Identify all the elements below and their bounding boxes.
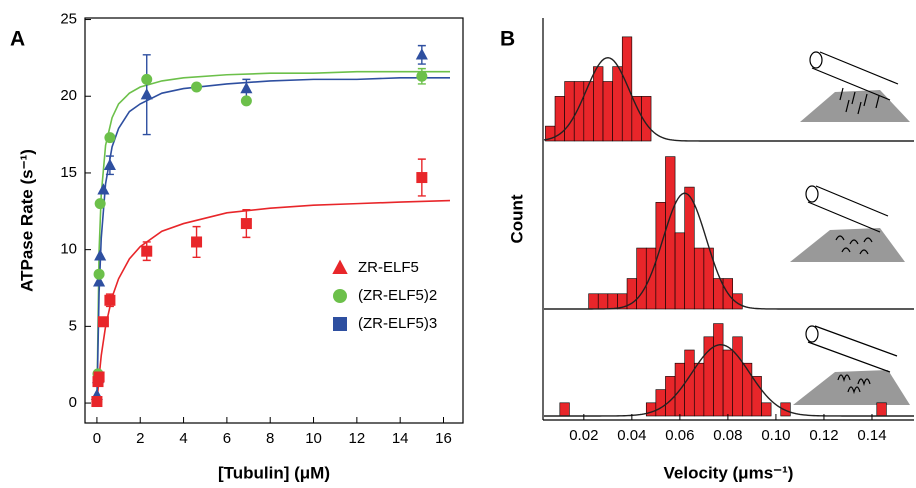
bar bbox=[641, 96, 652, 142]
bar bbox=[621, 36, 633, 142]
marker bbox=[191, 236, 203, 248]
legend-marker bbox=[333, 289, 347, 303]
bar bbox=[573, 81, 585, 142]
x-tick-label: 0.14 bbox=[857, 427, 886, 444]
y-tick-label: 5 bbox=[69, 317, 77, 334]
legend-label: (ZR-ELF5)2 bbox=[358, 287, 437, 304]
marker bbox=[140, 88, 153, 100]
marker bbox=[191, 81, 203, 93]
marker bbox=[240, 218, 252, 230]
bar bbox=[588, 293, 599, 310]
bar bbox=[602, 81, 613, 142]
bar bbox=[645, 247, 657, 310]
cartoon-top bbox=[800, 51, 910, 122]
fit-line bbox=[96, 199, 451, 404]
bar bbox=[593, 66, 604, 142]
marker bbox=[415, 48, 428, 60]
bar bbox=[722, 349, 734, 417]
bar bbox=[780, 402, 791, 417]
bar bbox=[693, 362, 705, 417]
bar bbox=[684, 349, 695, 417]
panel-label: B bbox=[500, 28, 515, 51]
bar bbox=[564, 81, 575, 142]
bar bbox=[607, 293, 618, 310]
bar bbox=[693, 247, 705, 310]
x-tick-label: 10 bbox=[305, 430, 322, 447]
gaussian-fit bbox=[543, 56, 914, 142]
legend-marker bbox=[333, 317, 347, 331]
bar bbox=[597, 293, 609, 310]
x-tick-label: 6 bbox=[223, 430, 231, 447]
bar bbox=[665, 156, 676, 310]
cartoon-bottom bbox=[793, 325, 910, 405]
marker bbox=[97, 316, 109, 328]
x-tick-label: 12 bbox=[349, 430, 366, 447]
x-tick-label: 0.10 bbox=[761, 427, 790, 444]
bar bbox=[636, 247, 647, 310]
x-tick-label: 2 bbox=[136, 430, 144, 447]
marker bbox=[416, 70, 428, 82]
y-tick-label: 15 bbox=[60, 164, 77, 181]
x-axis-label: Velocity (μms⁻¹) bbox=[664, 463, 794, 482]
legend-label: ZR-ELF5 bbox=[358, 259, 419, 276]
y-tick-label: 0 bbox=[69, 394, 77, 411]
legend-marker bbox=[332, 259, 348, 274]
marker bbox=[104, 294, 116, 306]
cartoon-middle bbox=[790, 185, 905, 262]
bar bbox=[713, 323, 724, 417]
x-tick-label: 0.12 bbox=[809, 427, 838, 444]
bar bbox=[631, 96, 642, 142]
marker bbox=[103, 158, 116, 170]
x-tick-label: 16 bbox=[435, 430, 452, 447]
marker bbox=[141, 245, 153, 257]
bar bbox=[751, 376, 762, 417]
bar bbox=[645, 402, 657, 417]
legend-label: (ZR-ELF5)3 bbox=[358, 315, 437, 332]
x-tick-label: 0 bbox=[93, 430, 101, 447]
marker bbox=[240, 95, 252, 107]
y-axis-label: ATPase Rate (s⁻¹) bbox=[17, 149, 36, 292]
marker bbox=[416, 172, 428, 184]
marker bbox=[91, 396, 103, 408]
marker bbox=[240, 81, 253, 94]
marker bbox=[94, 249, 107, 261]
x-axis-label: [Tubulin] (μM) bbox=[218, 463, 330, 482]
bar bbox=[876, 402, 887, 417]
marker bbox=[94, 198, 106, 210]
gaussian-fit bbox=[544, 192, 914, 310]
bar bbox=[559, 402, 570, 417]
x-tick-label: 4 bbox=[179, 430, 187, 447]
y-tick-label: 20 bbox=[60, 87, 77, 104]
y-tick-label: 25 bbox=[60, 11, 77, 28]
gaussian-fit bbox=[544, 344, 914, 417]
marker bbox=[93, 371, 105, 383]
plot-frame bbox=[84, 17, 464, 424]
marker bbox=[97, 183, 110, 195]
fit-line bbox=[96, 70, 451, 404]
x-tick-label: 0.06 bbox=[665, 427, 694, 444]
x-tick-label: 8 bbox=[266, 430, 274, 447]
y-axis-label: Count bbox=[507, 194, 526, 243]
marker bbox=[93, 275, 106, 287]
marker bbox=[104, 132, 116, 144]
bar bbox=[732, 293, 743, 310]
x-tick-label: 0.02 bbox=[569, 427, 598, 444]
bar bbox=[742, 362, 753, 417]
bar bbox=[732, 336, 743, 417]
x-tick-label: 0.04 bbox=[617, 427, 646, 444]
bar bbox=[761, 402, 772, 417]
x-tick-label: 14 bbox=[392, 430, 409, 447]
marker bbox=[141, 73, 153, 85]
bar bbox=[612, 66, 623, 142]
bar bbox=[583, 81, 594, 142]
bar bbox=[655, 389, 666, 417]
y-tick-label: 10 bbox=[60, 241, 77, 258]
x-tick-label: 0.08 bbox=[713, 427, 742, 444]
panel-label: A bbox=[10, 28, 25, 51]
marker bbox=[93, 268, 105, 280]
bar bbox=[674, 232, 685, 310]
bar bbox=[684, 186, 695, 310]
